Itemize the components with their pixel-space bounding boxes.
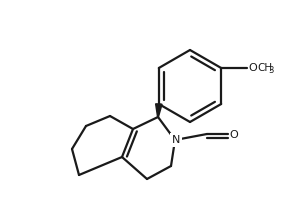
Text: N: N (172, 135, 180, 145)
Text: O: O (229, 131, 238, 141)
Text: CH: CH (257, 63, 272, 73)
Text: O: O (248, 63, 257, 73)
Polygon shape (156, 104, 162, 117)
Text: 3: 3 (268, 66, 273, 75)
